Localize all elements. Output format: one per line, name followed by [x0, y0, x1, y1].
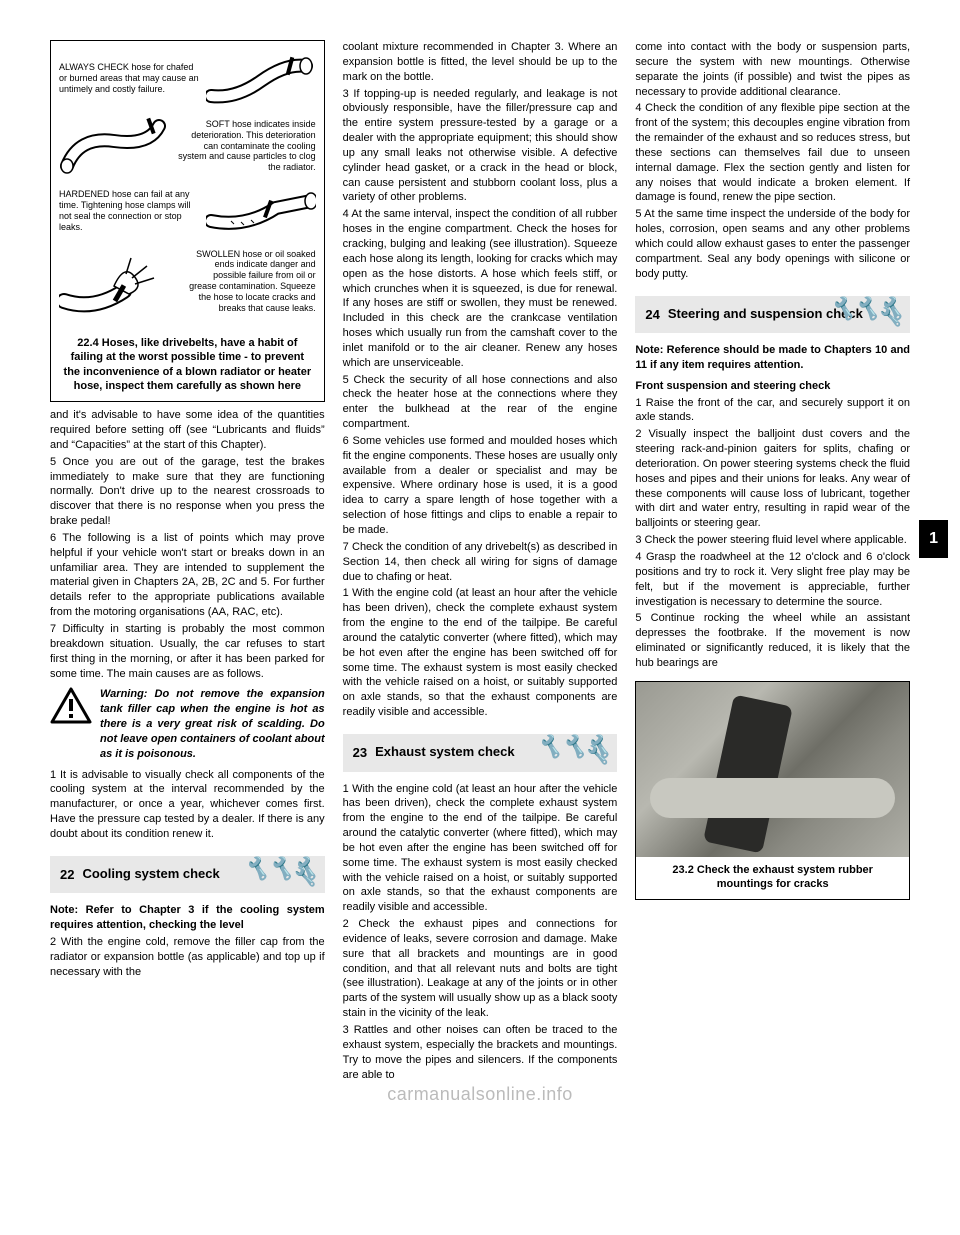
col2-p9x: 3 Rattles and other noises can often be …	[343, 1023, 618, 1082]
difficulty-icon-single: 🔧	[587, 743, 609, 767]
col1-p2: 5 Once you are out of the garage, test t…	[50, 455, 325, 529]
col1-p5: 1 It is advisable to visually check all …	[50, 768, 325, 842]
col2-p6: 7 Check the condition of any drivebelt(s…	[343, 540, 618, 585]
hose-icon-3	[206, 186, 316, 236]
hose-diagram-figure: ALWAYS CHECK hose for chafed or burned a…	[50, 40, 325, 402]
col1-p7: 2 With the engine cold, remove the fille…	[50, 935, 325, 980]
diagram-row-2: SOFT hose indicates inside deterioration…	[59, 116, 316, 176]
watermark: carmanualsonline.info	[0, 1082, 960, 1106]
col3-heading-front: Front suspension and steering check	[635, 379, 910, 394]
section-22: 22 Cooling system check 🔧🔧🔧 🔧	[50, 856, 325, 894]
column-3: come into contact with the body or suspe…	[635, 40, 910, 1084]
col2-p7x: 1 With the engine cold (at least an hour…	[343, 782, 618, 916]
col2-p1: coolant mixture recommended in Chapter 3…	[343, 40, 618, 85]
col2-p4: 5 Check the security of all hose connect…	[343, 373, 618, 432]
column-1: ALWAYS CHECK hose for chafed or burned a…	[50, 40, 325, 1084]
col3-p5: 1 Raise the front of the car, and secure…	[635, 396, 910, 426]
diagram-row-4: SWOLLEN hose or oil soaked ends indicate…	[59, 246, 316, 316]
difficulty-icon-single: 🔧	[880, 305, 902, 329]
content-columns: ALWAYS CHECK hose for chafed or burned a…	[50, 40, 910, 1084]
col3-p3: 5 At the same time inspect the underside…	[635, 207, 910, 281]
diagram-row-3: HARDENED hose can fail at any time. Tigh…	[59, 186, 316, 236]
page-tab: 1	[919, 520, 948, 558]
col2-p3: 4 At the same interval, inspect the cond…	[343, 207, 618, 370]
col1-p1: and it's advisable to have some idea of …	[50, 408, 325, 453]
diagram-text-3: HARDENED hose can fail at any time. Tigh…	[59, 189, 200, 232]
exhaust-photo-caption: 23.2 Check the exhaust system rubber mou…	[636, 857, 909, 900]
warning-text: Warning: Do not remove the expansion tan…	[100, 687, 325, 761]
exhaust-photo-figure: 23.2 Check the exhaust system rubber mou…	[635, 681, 910, 901]
diagram-text-1: ALWAYS CHECK hose for chafed or burned a…	[59, 62, 200, 94]
col3-p2: 4 Check the condition of any flexible pi…	[635, 101, 910, 205]
hose-icon-2	[59, 116, 169, 176]
column-2: coolant mixture recommended in Chapter 3…	[343, 40, 618, 1084]
exhaust-photo	[636, 682, 909, 857]
section-23-num: 23	[353, 744, 367, 762]
warning-block: Warning: Do not remove the expansion tan…	[50, 687, 325, 761]
col1-p6: Note: Refer to Chapter 3 if the cooling …	[50, 903, 325, 933]
hose-diagram-caption: 22.4 Hoses, like drivebelts, have a habi…	[51, 330, 324, 401]
section-23: 23 Exhaust system check 🔧🔧🔧 🔧	[343, 734, 618, 772]
col3-p6: 2 Visually inspect the balljoint dust co…	[635, 427, 910, 531]
col2-p2: 3 If topping-up is needed regularly, and…	[343, 87, 618, 206]
col3-p9: 5 Continue rocking the wheel while an as…	[635, 611, 910, 670]
col2-p7: 1 With the engine cold (at least an hour…	[343, 586, 618, 720]
col3-p1: come into contact with the body or suspe…	[635, 40, 910, 99]
col2-p5: 6 Some vehicles use formed and moulded h…	[343, 434, 618, 538]
col1-p3: 6 The following is a list of points whic…	[50, 531, 325, 620]
diagram-text-4: SWOLLEN hose or oil soaked ends indicate…	[185, 249, 316, 314]
diagram-text-2: SOFT hose indicates inside deterioration…	[175, 119, 316, 173]
warning-icon	[50, 687, 92, 725]
hose-diagram-area: ALWAYS CHECK hose for chafed or burned a…	[51, 41, 324, 330]
col3-p7: 3 Check the power steering fluid level w…	[635, 533, 910, 548]
section-22-num: 22	[60, 866, 74, 884]
diagram-row-1: ALWAYS CHECK hose for chafed or burned a…	[59, 51, 316, 106]
section-24: 24 Steering and suspension check 🔧🔧🔧 🔧	[635, 296, 910, 334]
hose-icon-1	[206, 51, 316, 106]
difficulty-icon-single: 🔧	[294, 865, 316, 889]
col1-p4: 7 Difficulty in starting is probably the…	[50, 622, 325, 681]
col2-p8x: 2 Check the exhaust pipes and connection…	[343, 917, 618, 1021]
hose-icon-4	[59, 246, 179, 316]
col3-p8: 4 Grasp the roadwheel at the 12 o'clock …	[635, 550, 910, 609]
section-24-num: 24	[645, 306, 659, 324]
col3-p4: Note: Reference should be made to Chapte…	[635, 343, 910, 373]
